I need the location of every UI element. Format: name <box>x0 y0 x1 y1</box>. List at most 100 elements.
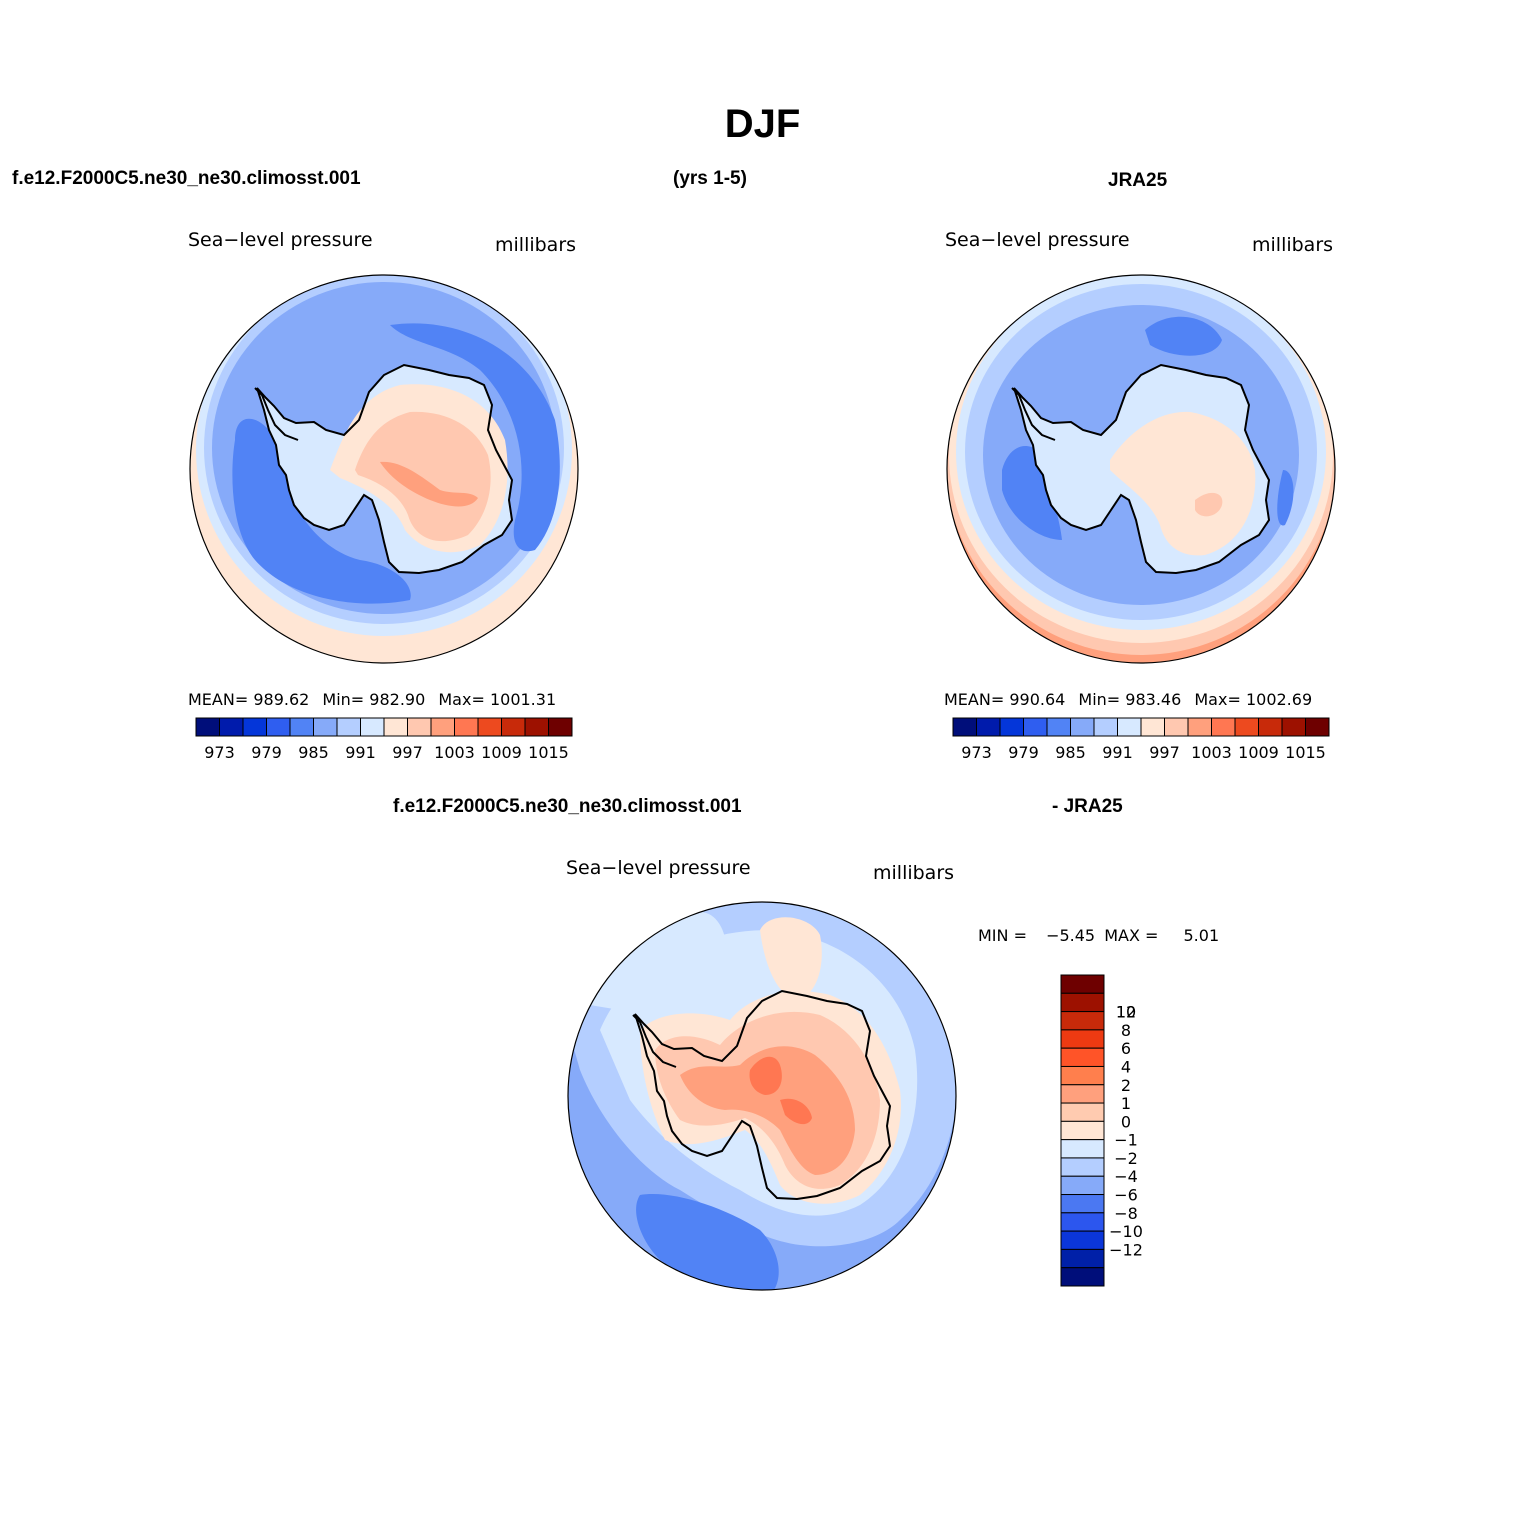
diff-colorbar-swatch <box>1060 1230 1105 1250</box>
panel1-colorbar-tick-label: 1015 <box>528 743 569 762</box>
panel2-variable: Sea−level pressure <box>945 229 1130 251</box>
diff-colorbar-swatch <box>1060 1139 1105 1159</box>
diff-colorbar-tick-label: −1 <box>1114 1131 1138 1150</box>
panel2-colorbar-swatch <box>1046 717 1071 737</box>
panel1-units: millibars <box>495 234 577 256</box>
diff-colorbar-swatch <box>1060 1212 1105 1232</box>
panel1-map <box>190 275 578 663</box>
diff-minus-title: - JRA25 <box>1052 796 1123 817</box>
panel1-map-border <box>189 274 579 664</box>
panel1-colorbar-swatch <box>548 717 573 737</box>
diff-min-label: MIN = <box>978 926 1027 945</box>
diff-colorbar-tick-label: −8 <box>1114 1204 1138 1223</box>
panel1-colorbar-swatch <box>430 717 455 737</box>
diff-colorbar-tick-label: 0 <box>1121 1112 1131 1131</box>
diff-colorbar-tick-label: −10 <box>1109 1222 1143 1241</box>
panel2-mean-value: 990.64 <box>1009 690 1066 709</box>
diff-colorbar-swatch <box>1060 1267 1105 1287</box>
panel2-colorbar-swatch <box>1187 717 1212 737</box>
panel2-colorbar-swatch <box>1140 717 1165 737</box>
panel2-colorbar-swatch <box>1211 717 1236 737</box>
panel1-mean-value: 989.62 <box>253 690 310 709</box>
panel1-colorbar-tick-label: 1009 <box>481 743 522 762</box>
panel1-colorbar-swatch <box>454 717 479 737</box>
panel2-min-value: 983.46 <box>1125 690 1182 709</box>
panel1-colorbar-swatch <box>219 717 244 737</box>
panel1-colorbar-swatch <box>313 717 338 737</box>
panel1-colorbar-swatch <box>289 717 314 737</box>
diff-colorbar-tick-label: 4 <box>1121 1057 1131 1076</box>
diff-min-value: −5.45 <box>1046 926 1096 945</box>
panel1-colorbar-swatch <box>360 717 385 737</box>
diff-colorbar-swatch <box>1060 1194 1105 1214</box>
panel1-colorbar-swatch <box>242 717 267 737</box>
panel1-colorbar-swatch <box>477 717 502 737</box>
panel1-colorbar-swatch <box>501 717 526 737</box>
panel2-max-value: 1002.69 <box>1245 690 1313 709</box>
diff-colorbar-swatch <box>1060 1120 1105 1141</box>
panel2-colorbar: 973 979 985 991 997 1003 1009 1015 <box>952 717 1330 762</box>
panel1-colorbar-tick-label: 973 <box>204 743 235 762</box>
panel2-colorbar-swatch <box>1093 717 1118 737</box>
diff-colorbar-tick-label: 12 <box>1116 1003 1136 1022</box>
panel2-colorbar-swatch <box>1281 717 1306 737</box>
diff-colorbar-tick-label: 8 <box>1121 1021 1131 1040</box>
diff-minmax: MIN = −5.45 MAX = 5.01 <box>978 926 1219 945</box>
diff-variable: Sea−level pressure <box>566 857 751 879</box>
panel2-colorbar-swatch <box>1164 717 1189 737</box>
diff-case-title: f.e12.F2000C5.ne30_ne30.climosst.001 <box>393 796 742 817</box>
panel2-min-label: Min= <box>1078 690 1121 709</box>
panel2-colorbar-swatch <box>1070 717 1095 737</box>
main-title: DJF <box>724 102 801 146</box>
diff-colorbar-tick-label: 10 <box>1116 1003 1136 1022</box>
panel1-colorbar-swatch <box>266 717 291 737</box>
diff-colorbar-swatch <box>1060 1029 1105 1049</box>
diff-colorbar-swatch <box>1060 1157 1105 1177</box>
panel2-colorbar-swatch <box>1023 717 1048 737</box>
panel1-colorbar-swatch <box>336 717 361 737</box>
panel2-stats: MEAN= 990.64 Min= 983.46 Max= 1002.69 <box>944 690 1312 709</box>
diff-colorbar-tick-label: 1 <box>1121 1094 1131 1113</box>
panel2-colorbar-swatch <box>952 717 977 737</box>
diff-colorbar-tick-label: −2 <box>1114 1149 1138 1168</box>
diff-map-border <box>567 901 957 1291</box>
panel2-colorbar-tick-label: 1009 <box>1238 743 1279 762</box>
diff-colorbar-swatch <box>1060 974 1105 994</box>
panel2-colorbar-tick-label: 973 <box>961 743 992 762</box>
diff-max-label: MAX = <box>1104 926 1159 945</box>
diff-colorbar-swatch <box>1060 1248 1105 1269</box>
panel2-colorbar-tick-label: 991 <box>1102 743 1133 762</box>
panel1-variable: Sea−level pressure <box>188 229 373 251</box>
diff-max-value: 5.01 <box>1183 926 1220 945</box>
panel2-colorbar-tick-label: 985 <box>1055 743 1086 762</box>
panel1-colorbar-swatch <box>407 717 432 737</box>
panel2-colorbar-tick-label: 1015 <box>1285 743 1326 762</box>
panel1-colorbar-tick-label: 985 <box>298 743 329 762</box>
diff-colorbar-swatch <box>1060 1102 1105 1122</box>
diff-colorbar-swatch <box>1060 1047 1105 1067</box>
panel2-colorbar-swatch <box>1234 717 1259 737</box>
panel1-mean-label: MEAN= <box>188 690 249 709</box>
diff-colorbar-tick-label: 6 <box>1121 1039 1131 1058</box>
panel2-colorbar-tick-label: 979 <box>1008 743 1039 762</box>
panel1-min-value: 982.90 <box>369 690 426 709</box>
panel1-colorbar-swatch <box>195 717 220 737</box>
top-left-case-title: f.e12.F2000C5.ne30_ne30.climosst.001 <box>12 168 361 189</box>
panel1-colorbar-swatch <box>524 717 549 737</box>
diff-colorbar-tick-label: −6 <box>1114 1186 1138 1205</box>
diff-colorbar-swatch <box>1060 1011 1105 1031</box>
diff-colorbar-tick-label: −12 <box>1109 1240 1143 1259</box>
diff-colorbar-swatch <box>1060 1084 1105 1104</box>
panel1-colorbar-tick-label: 991 <box>345 743 376 762</box>
panel1-max-value: 1001.31 <box>489 690 557 709</box>
diff-units: millibars <box>873 862 955 884</box>
panel2-units: millibars <box>1252 234 1334 256</box>
panel1-colorbar-tick-label: 979 <box>251 743 282 762</box>
panel2-colorbar-swatch <box>1117 717 1142 737</box>
panel2-colorbar-tick-label: 1003 <box>1191 743 1232 762</box>
panel2-max-label: Max= <box>1194 690 1241 709</box>
panel2-colorbar-swatch <box>1258 717 1283 737</box>
diff-colorbar-swatch <box>1060 1175 1105 1196</box>
panel1-stats: MEAN= 989.62 Min= 982.90 Max= 1001.31 <box>188 690 556 709</box>
